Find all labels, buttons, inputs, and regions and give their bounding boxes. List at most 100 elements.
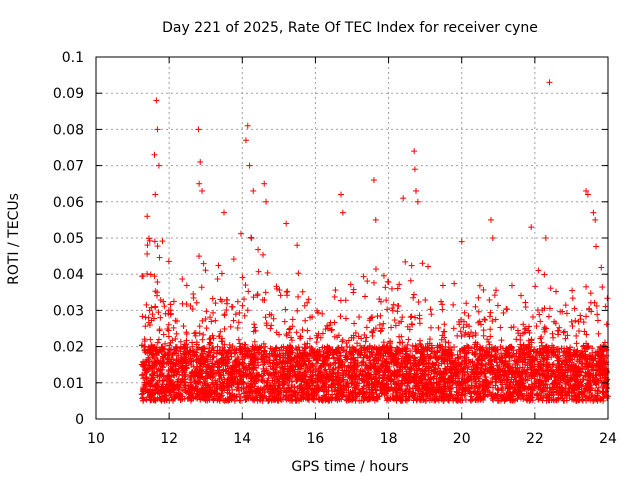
data-points — [138, 79, 611, 404]
data-point — [239, 274, 246, 281]
data-point — [144, 242, 151, 249]
data-point — [193, 299, 200, 306]
data-point — [230, 256, 237, 263]
data-point — [156, 254, 163, 261]
data-point — [304, 327, 311, 334]
data-point — [537, 318, 544, 325]
data-point — [520, 321, 527, 328]
data-point — [556, 324, 563, 331]
data-point — [408, 320, 415, 327]
data-point — [147, 336, 154, 343]
data-point — [465, 312, 472, 319]
data-point — [389, 307, 396, 314]
data-point — [350, 286, 357, 293]
data-point — [234, 298, 241, 305]
data-point — [283, 289, 290, 296]
data-point — [356, 314, 363, 321]
data-point — [383, 297, 390, 304]
data-point — [450, 301, 457, 308]
data-point — [207, 340, 214, 347]
data-point — [342, 315, 349, 322]
data-point — [239, 302, 246, 309]
data-point — [143, 301, 150, 308]
data-point — [569, 295, 576, 302]
data-point — [198, 284, 205, 291]
data-point — [179, 276, 186, 283]
data-point — [234, 324, 241, 331]
data-point — [210, 353, 217, 360]
data-point — [569, 287, 576, 294]
data-point — [267, 325, 274, 332]
data-point — [200, 260, 207, 267]
data-point — [293, 329, 300, 336]
data-point — [380, 320, 387, 327]
data-point — [384, 278, 391, 285]
data-point — [390, 301, 397, 308]
data-point — [332, 287, 339, 294]
data-point — [492, 316, 499, 323]
data-point — [419, 260, 426, 267]
data-point — [416, 315, 423, 322]
data-point — [422, 297, 429, 304]
data-point — [439, 306, 446, 313]
data-point — [232, 311, 239, 318]
data-point — [405, 336, 412, 343]
data-point — [339, 336, 346, 343]
data-point — [289, 316, 296, 323]
data-point — [241, 312, 248, 319]
data-point — [408, 262, 415, 269]
data-point — [337, 313, 344, 320]
data-point — [165, 333, 172, 340]
data-point — [183, 282, 190, 289]
data-point — [472, 330, 479, 337]
data-point — [529, 313, 536, 320]
data-point — [254, 291, 261, 298]
data-point — [203, 325, 210, 332]
data-point — [215, 262, 222, 269]
data-point — [486, 296, 493, 303]
data-point — [487, 326, 494, 333]
data-point — [399, 314, 406, 321]
data-point — [206, 336, 213, 343]
data-point — [299, 326, 306, 333]
data-point — [377, 328, 384, 335]
data-point — [360, 273, 367, 280]
data-point — [428, 311, 435, 318]
data-point — [214, 275, 221, 282]
data-point — [550, 334, 557, 341]
grid-lines — [96, 57, 608, 419]
data-point — [451, 280, 458, 287]
data-point — [151, 238, 158, 245]
data-point — [389, 305, 396, 312]
data-point — [295, 293, 302, 300]
data-point — [345, 337, 352, 344]
data-point — [522, 299, 529, 306]
data-point — [428, 324, 435, 331]
data-point — [604, 295, 611, 302]
data-point — [145, 314, 152, 321]
data-point — [408, 313, 415, 320]
data-point — [463, 300, 470, 307]
data-point — [299, 288, 306, 295]
data-point — [228, 303, 235, 310]
data-point — [264, 269, 271, 276]
data-point — [480, 286, 487, 293]
data-point — [572, 317, 579, 324]
data-point — [363, 324, 370, 331]
data-point — [208, 318, 215, 325]
data-point — [196, 323, 203, 330]
data-point — [549, 330, 556, 337]
data-point — [218, 270, 225, 277]
data-point — [139, 313, 146, 320]
data-point — [229, 343, 236, 350]
data-point — [217, 328, 224, 335]
data-point — [200, 331, 207, 338]
data-point — [391, 317, 398, 324]
data-point — [162, 340, 169, 347]
data-point — [538, 339, 545, 346]
data-point — [149, 311, 156, 318]
data-point — [513, 336, 520, 343]
data-point — [164, 326, 171, 333]
data-point — [394, 285, 401, 292]
data-point — [587, 290, 594, 297]
